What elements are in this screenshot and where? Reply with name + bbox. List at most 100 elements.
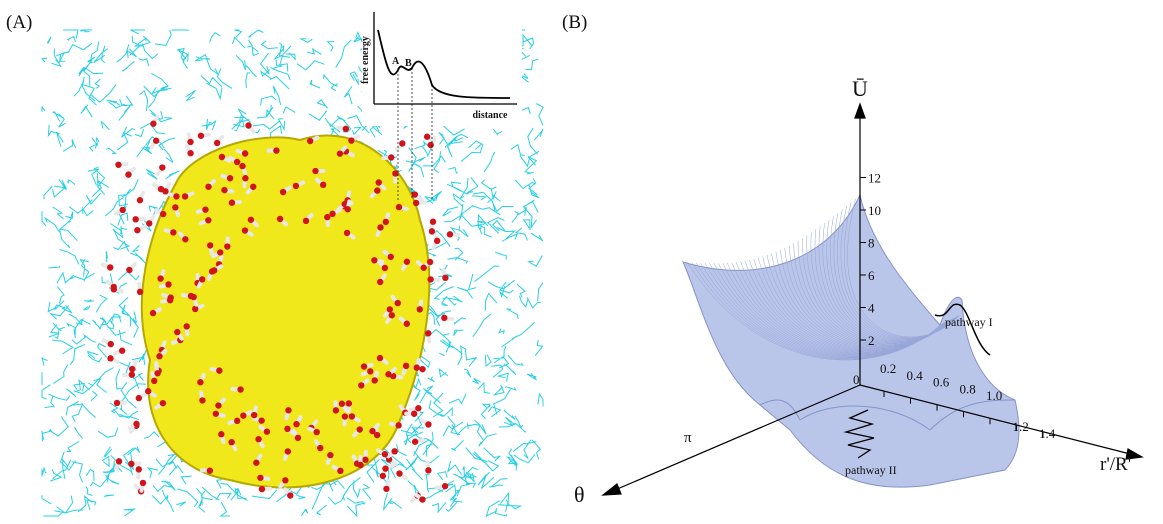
oxygen xyxy=(320,182,326,188)
oxygen xyxy=(132,216,138,222)
oxygen xyxy=(218,431,224,437)
oxygen xyxy=(136,466,142,472)
oxygen xyxy=(140,480,146,486)
oxygen xyxy=(114,400,120,406)
oxygen xyxy=(182,236,188,242)
oxygen xyxy=(361,363,367,369)
oxygen xyxy=(259,486,265,492)
oxygen xyxy=(442,275,448,281)
oxygen xyxy=(447,231,453,237)
r-tick-label: 0.2 xyxy=(880,361,896,376)
oxygen xyxy=(273,147,279,153)
theta-tick-label: π xyxy=(684,430,692,446)
oxygen xyxy=(129,366,135,372)
oxygen xyxy=(108,341,114,347)
oxygen xyxy=(242,227,248,233)
oxygen xyxy=(154,370,160,376)
pathway-label: pathway I xyxy=(945,315,993,329)
oxygen xyxy=(385,371,391,377)
oxygen xyxy=(412,439,418,445)
oxygen xyxy=(317,445,323,451)
oxygen xyxy=(395,300,401,306)
r-tick-label: 0.8 xyxy=(960,381,976,396)
oxygen xyxy=(197,379,203,385)
oxygen xyxy=(282,477,288,483)
oxygen xyxy=(237,386,243,392)
peak-label: A xyxy=(392,56,400,67)
panel-label: (A) xyxy=(6,12,32,33)
oxygen xyxy=(357,426,363,432)
oxygen xyxy=(425,421,431,427)
oxygen xyxy=(383,219,389,225)
oxygen xyxy=(255,436,261,442)
oxygen xyxy=(342,413,348,419)
oxygen xyxy=(414,364,420,370)
oxygen xyxy=(119,347,125,353)
oxygen xyxy=(396,470,402,476)
oxygen xyxy=(312,168,318,174)
oxygen xyxy=(205,184,211,190)
oxygen xyxy=(207,242,213,248)
oxygen xyxy=(192,306,198,312)
oxygen xyxy=(217,249,223,255)
oxygen xyxy=(251,412,257,418)
oxygen xyxy=(151,378,157,384)
oxygen xyxy=(371,257,377,263)
oxygen xyxy=(160,400,166,406)
oxygen xyxy=(207,467,213,473)
r-tick-label: 0.6 xyxy=(933,375,950,390)
oxygen xyxy=(285,407,291,413)
oxygen xyxy=(367,368,373,374)
oxygen xyxy=(425,467,431,473)
oxygen xyxy=(158,186,164,192)
oxygen xyxy=(285,448,291,454)
oxygen xyxy=(380,473,386,479)
oxygen xyxy=(314,429,320,435)
oxygen xyxy=(293,183,299,189)
oxygen xyxy=(145,388,151,394)
panel-label: (B) xyxy=(562,12,587,33)
oxygen xyxy=(258,417,264,423)
oxygen xyxy=(240,412,246,418)
oxygen xyxy=(248,217,254,223)
oxygen xyxy=(190,294,196,300)
oxygen xyxy=(374,187,380,193)
origin-label: 0 xyxy=(853,372,860,387)
oxygen xyxy=(404,321,410,327)
oxygen xyxy=(399,140,405,146)
oxygen xyxy=(383,486,389,492)
oxygen xyxy=(415,405,421,411)
oxygen xyxy=(280,189,286,195)
oxygen xyxy=(216,367,222,373)
pathway-label: pathway II xyxy=(845,463,897,477)
oxygen xyxy=(413,200,419,206)
oxygen xyxy=(324,214,330,220)
oxygen xyxy=(337,150,343,156)
oxygen xyxy=(377,224,383,230)
oxygen xyxy=(234,418,240,424)
oxygen xyxy=(377,355,383,361)
oxygen xyxy=(277,216,283,222)
oxygen xyxy=(425,330,431,336)
oxygen xyxy=(391,448,397,454)
oxygen xyxy=(377,279,383,285)
oxygen xyxy=(136,395,142,401)
oxygen xyxy=(159,164,165,170)
oxygen xyxy=(362,457,368,463)
oxygen xyxy=(388,254,394,260)
surface xyxy=(683,195,1019,487)
energy-surface xyxy=(683,195,1019,487)
oxygen xyxy=(165,281,171,287)
oxygen xyxy=(339,401,345,407)
oxygen xyxy=(337,468,343,474)
oxygen xyxy=(403,363,409,369)
oxygen xyxy=(173,193,179,199)
r-tick-label: 0.4 xyxy=(907,368,924,383)
oxygen xyxy=(150,121,156,127)
oxygen xyxy=(153,138,159,144)
oxygen xyxy=(412,191,418,197)
oxygen xyxy=(419,496,425,502)
r-tick-label: 1.0 xyxy=(986,388,1002,403)
oxygen xyxy=(198,133,204,139)
oxygen xyxy=(333,407,339,413)
